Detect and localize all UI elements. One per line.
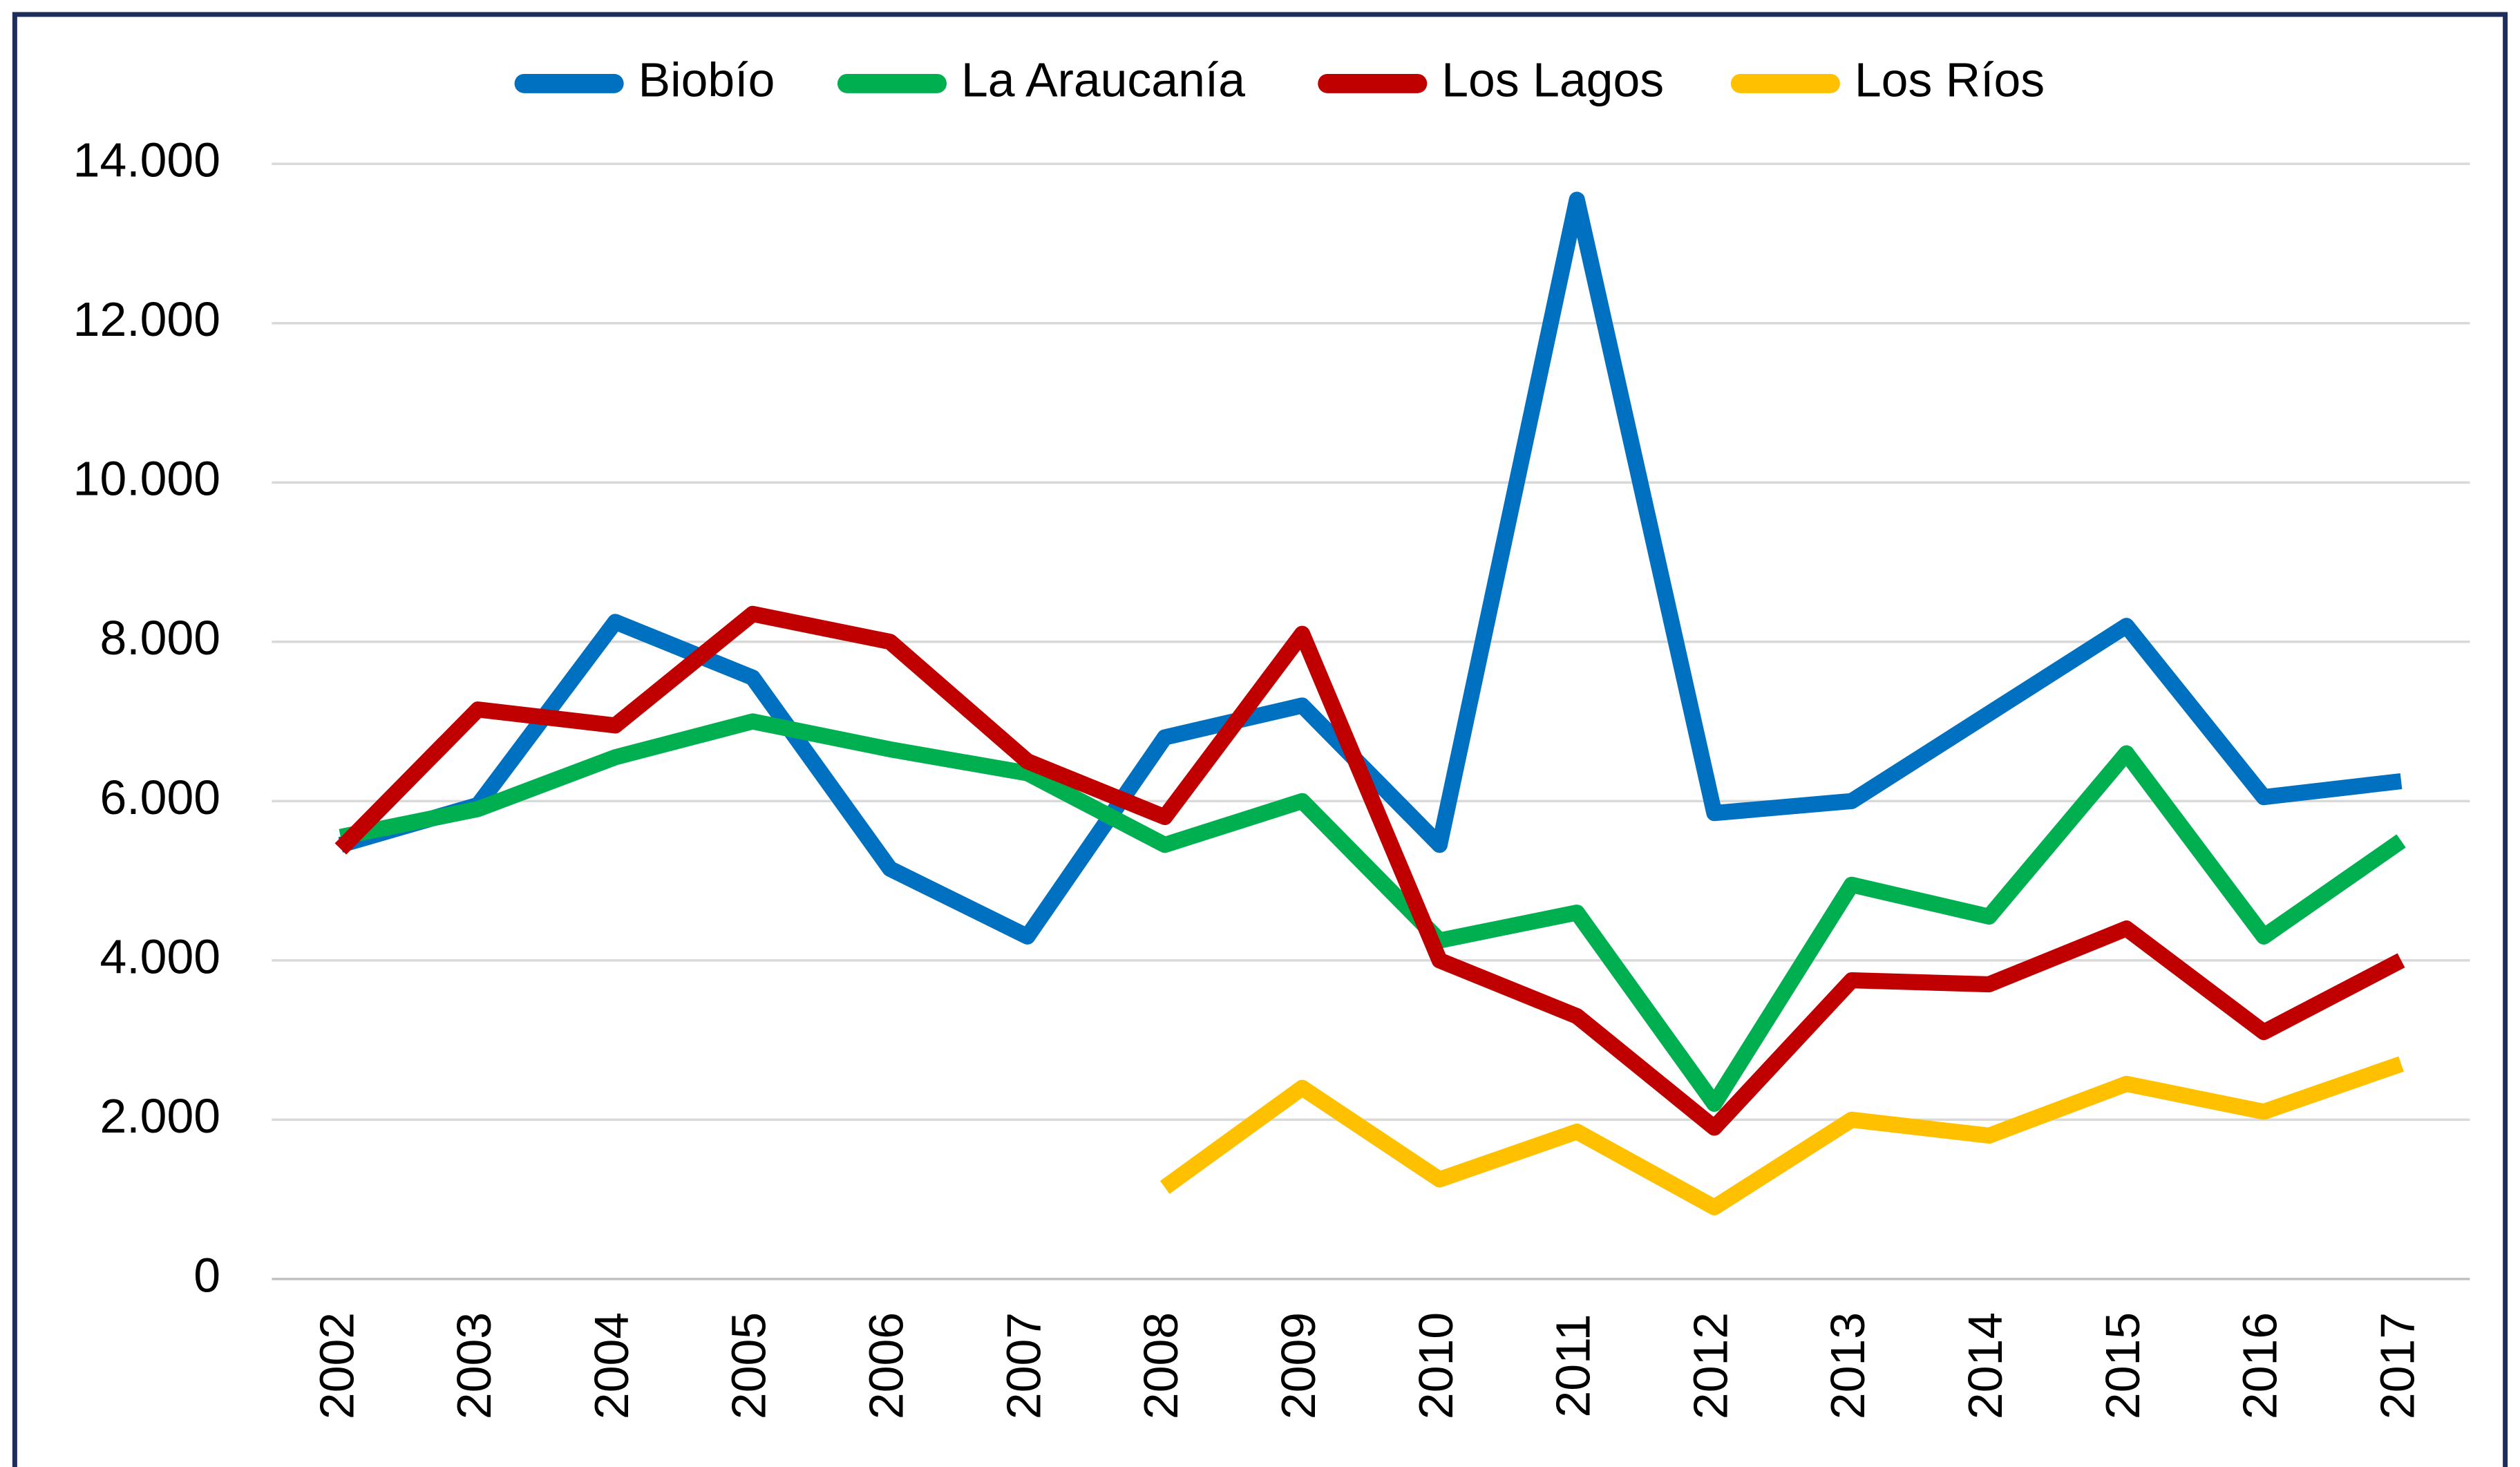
x-tick-label: 2012 [1683, 1312, 1737, 1419]
x-tick-label: 2008 [1134, 1312, 1188, 1419]
x-tick-label: 2015 [2096, 1312, 2150, 1419]
frame [12, 12, 2508, 1467]
y-tick-label: 12.000 [73, 292, 220, 346]
x-tick-label: 2011 [1546, 1314, 1600, 1418]
x-tick-label: 2016 [2233, 1312, 2287, 1419]
x-tick-label: 2005 [722, 1312, 776, 1419]
x-tick-label: 2014 [1958, 1312, 2012, 1419]
x-tick-label: 2017 [2370, 1312, 2424, 1419]
x-tick-label: 2006 [860, 1312, 913, 1419]
legend-label: Los Ríos [1855, 53, 2045, 106]
x-tick-label: 2009 [1271, 1312, 1325, 1419]
y-tick-label: 0 [193, 1248, 220, 1302]
x-tick-label: 2010 [1409, 1312, 1463, 1419]
y-tick-label: 6.000 [100, 770, 220, 824]
x-tick-label: 2007 [996, 1312, 1050, 1419]
y-tick-label: 8.000 [100, 611, 220, 665]
y-tick-label: 2.000 [100, 1089, 220, 1143]
legend-label: Biobío [638, 53, 775, 106]
series-line [1159, 1056, 2404, 1215]
x-tick-label: 2004 [585, 1312, 638, 1419]
legend-label: Los Lagos [1441, 53, 1664, 106]
series-line [338, 191, 2403, 945]
legend-label: La Araucanía [961, 53, 1245, 106]
x-tick-label: 2002 [310, 1312, 363, 1419]
y-tick-label: 4.000 [100, 929, 220, 983]
x-tick-label: 2013 [1821, 1312, 1875, 1419]
series-line [334, 605, 2405, 1136]
series-line [339, 713, 2406, 1112]
y-tick-label: 10.000 [73, 452, 220, 506]
y-tick-label: 14.000 [73, 133, 220, 187]
x-tick-label: 2003 [447, 1312, 501, 1419]
